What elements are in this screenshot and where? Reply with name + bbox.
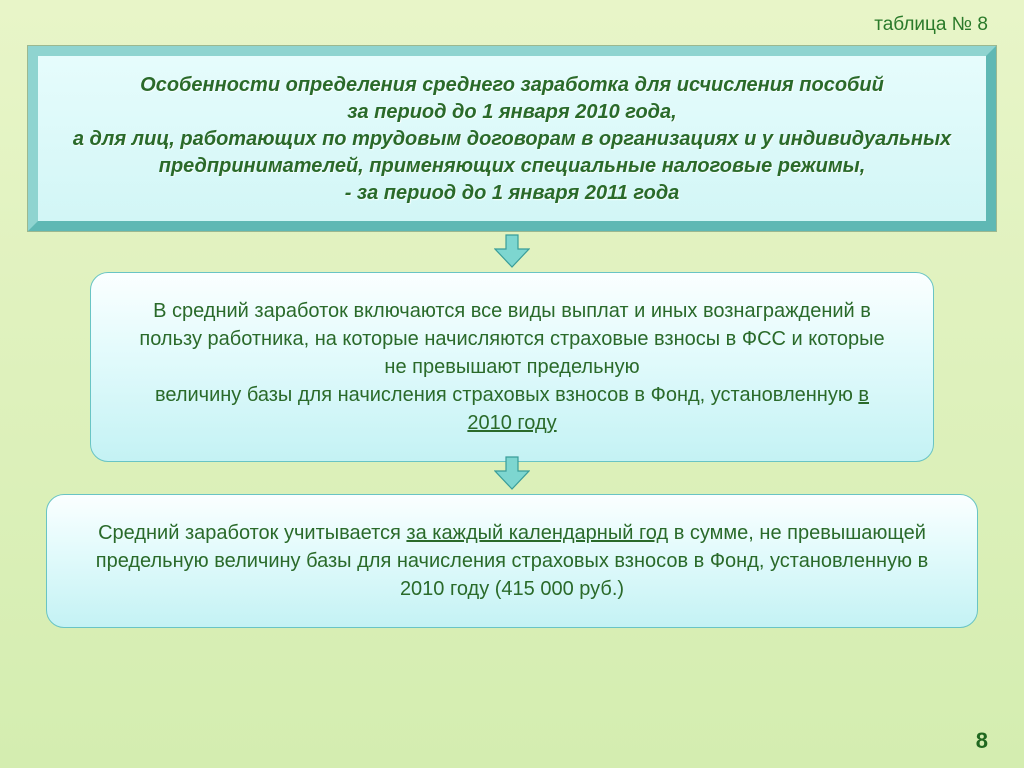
title-line-4: предпринимателей, применяющих специальны… bbox=[66, 153, 958, 180]
box2-text-part1: Средний заработок учитывается bbox=[98, 522, 406, 544]
title-line-3: а для лиц, работающих по трудовым догово… bbox=[66, 126, 958, 153]
title-panel: Особенности определения среднего заработ… bbox=[28, 46, 996, 231]
title-line-1: Особенности определения среднего заработ… bbox=[66, 72, 958, 99]
down-arrow-icon bbox=[494, 456, 530, 490]
box2-text-underline: за каждый календарный год bbox=[406, 522, 668, 544]
content-box-2: Средний заработок учитывается за каждый … bbox=[46, 494, 978, 628]
title-line-5: - за период до 1 января 2011 года bbox=[66, 180, 958, 207]
box1-text-part1: В средний заработок включаются все виды … bbox=[139, 300, 884, 378]
table-number-label: таблица № 8 bbox=[874, 14, 988, 36]
box1-text-part2: величину базы для начисления страховых в… bbox=[155, 384, 858, 406]
title-line-2: за период до 1 января 2010 года, bbox=[66, 99, 958, 126]
page-number: 8 bbox=[976, 728, 988, 754]
down-arrow-icon bbox=[494, 234, 530, 268]
content-box-1: В средний заработок включаются все виды … bbox=[90, 272, 934, 462]
